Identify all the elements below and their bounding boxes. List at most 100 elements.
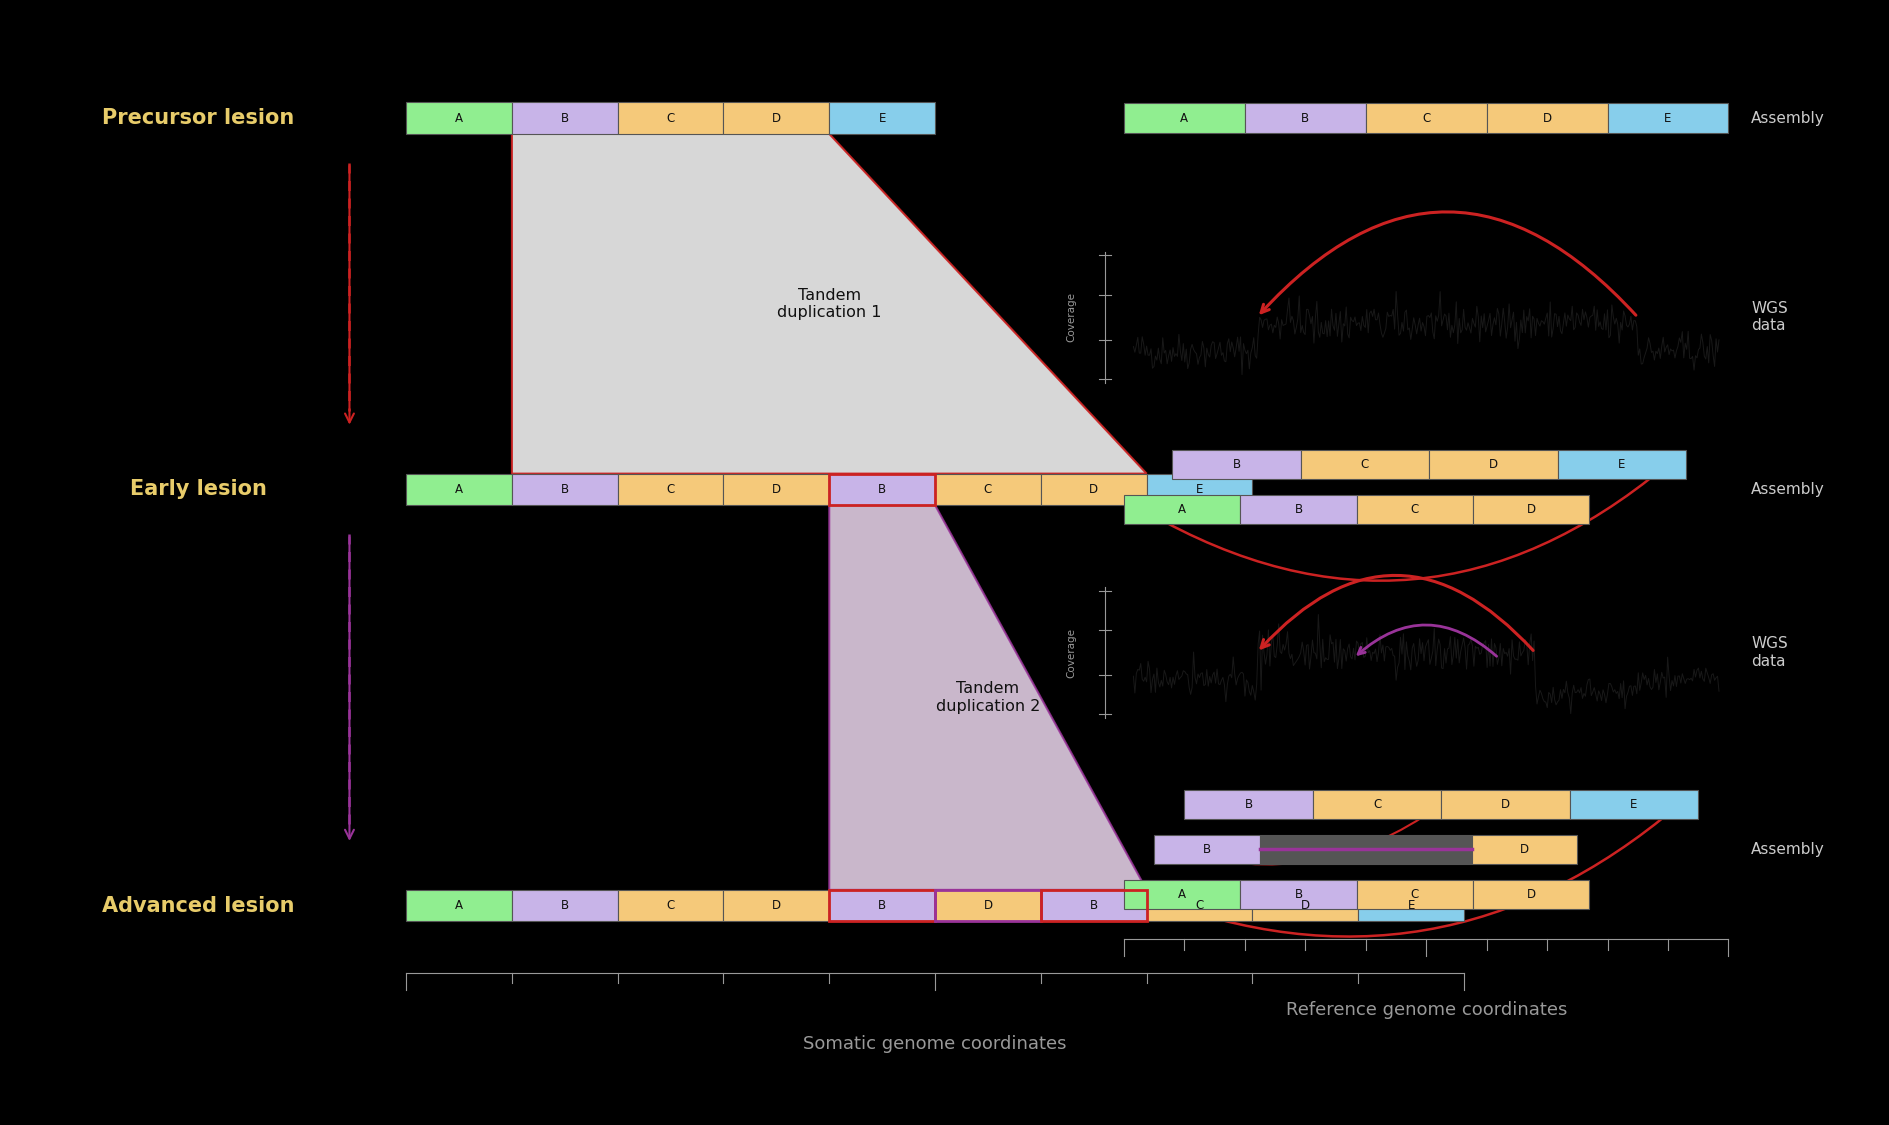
Text: A: A: [1179, 503, 1186, 516]
Text: D: D: [773, 111, 780, 125]
Bar: [1302, 450, 1430, 479]
Text: B: B: [1245, 798, 1252, 811]
Bar: [618, 474, 723, 505]
Bar: [1358, 890, 1464, 921]
Bar: [1245, 104, 1366, 133]
Text: Coverage: Coverage: [1065, 292, 1077, 342]
Text: B: B: [1203, 843, 1211, 856]
Bar: [1356, 495, 1473, 524]
Text: Assembly: Assembly: [1751, 842, 1825, 857]
Text: D: D: [1526, 888, 1536, 901]
Bar: [723, 102, 829, 134]
Polygon shape: [512, 134, 1147, 474]
Text: C: C: [1411, 503, 1419, 516]
Text: Reference genome coordinates: Reference genome coordinates: [1286, 1001, 1566, 1019]
Bar: [618, 890, 723, 921]
Text: B: B: [1294, 888, 1303, 901]
Text: Advanced lesion: Advanced lesion: [102, 896, 295, 916]
Text: E: E: [1619, 458, 1626, 471]
Text: A: A: [455, 483, 463, 496]
Bar: [935, 890, 1041, 921]
Bar: [829, 890, 935, 921]
Text: B: B: [1302, 111, 1309, 125]
Text: C: C: [1196, 899, 1203, 912]
Bar: [1558, 450, 1687, 479]
Text: D: D: [1526, 503, 1536, 516]
Bar: [406, 890, 512, 921]
Text: D: D: [1090, 483, 1098, 496]
Text: C: C: [667, 899, 674, 912]
Bar: [1252, 890, 1358, 921]
Text: B: B: [561, 483, 569, 496]
Bar: [935, 474, 1041, 505]
Text: C: C: [667, 111, 674, 125]
Bar: [1041, 890, 1147, 921]
Text: D: D: [984, 899, 992, 912]
Text: D: D: [773, 899, 780, 912]
Bar: [1260, 835, 1472, 864]
Text: B: B: [878, 483, 886, 496]
Text: Tandem
duplication 1: Tandem duplication 1: [776, 288, 882, 319]
Bar: [1173, 450, 1302, 479]
Text: E: E: [878, 111, 886, 125]
Text: Tandem
duplication 2: Tandem duplication 2: [935, 682, 1041, 713]
Text: E: E: [1196, 483, 1203, 496]
Bar: [1124, 495, 1241, 524]
Bar: [829, 890, 935, 921]
Bar: [935, 890, 1041, 921]
Bar: [1124, 880, 1241, 909]
Text: D: D: [773, 483, 780, 496]
Bar: [1356, 880, 1473, 909]
Text: C: C: [1422, 111, 1430, 125]
Bar: [1313, 790, 1441, 819]
Bar: [1124, 104, 1245, 133]
Bar: [1147, 474, 1252, 505]
Bar: [512, 890, 618, 921]
Text: Assembly: Assembly: [1751, 482, 1825, 497]
Bar: [829, 102, 935, 134]
Text: C: C: [1411, 888, 1419, 901]
Bar: [829, 474, 935, 505]
Text: D: D: [1489, 458, 1498, 471]
Bar: [1154, 835, 1260, 864]
Bar: [723, 890, 829, 921]
Text: A: A: [455, 899, 463, 912]
Text: A: A: [455, 111, 463, 125]
Bar: [1570, 790, 1698, 819]
Text: B: B: [561, 111, 569, 125]
Text: B: B: [561, 899, 569, 912]
Text: E: E: [1407, 899, 1415, 912]
Bar: [1441, 790, 1570, 819]
Text: WGS
data: WGS data: [1751, 302, 1787, 333]
Bar: [723, 474, 829, 505]
Text: D: D: [1502, 798, 1509, 811]
Bar: [406, 102, 512, 134]
Text: D: D: [1302, 899, 1309, 912]
Text: E: E: [1630, 798, 1638, 811]
Bar: [1147, 890, 1252, 921]
Bar: [1608, 104, 1728, 133]
Bar: [1473, 880, 1589, 909]
Bar: [1241, 880, 1356, 909]
Text: C: C: [984, 483, 992, 496]
Text: D: D: [1543, 111, 1551, 125]
Bar: [1041, 890, 1147, 921]
Text: Precursor lesion: Precursor lesion: [102, 108, 295, 128]
Bar: [1184, 790, 1313, 819]
Text: C: C: [667, 483, 674, 496]
Text: B: B: [878, 899, 886, 912]
Text: A: A: [1179, 888, 1186, 901]
Bar: [829, 474, 935, 505]
Text: A: A: [1181, 111, 1188, 125]
Bar: [618, 102, 723, 134]
Bar: [406, 474, 512, 505]
Text: WGS
data: WGS data: [1751, 637, 1787, 668]
Text: Somatic genome coordinates: Somatic genome coordinates: [803, 1035, 1067, 1053]
Bar: [512, 102, 618, 134]
Bar: [1241, 495, 1356, 524]
Bar: [1041, 474, 1147, 505]
Bar: [1472, 835, 1577, 864]
Bar: [512, 474, 618, 505]
Bar: [1473, 495, 1589, 524]
Text: Early lesion: Early lesion: [130, 479, 266, 500]
